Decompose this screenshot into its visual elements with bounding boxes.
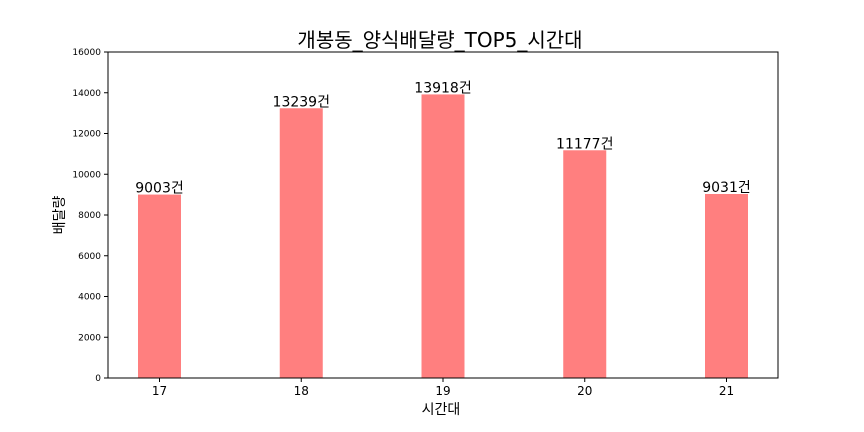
y-tick-label: 0	[95, 374, 101, 384]
bar	[563, 150, 607, 378]
y-tick-label: 8000	[78, 211, 101, 221]
bar	[421, 94, 465, 379]
x-axis-label: 시간대	[422, 402, 461, 418]
data-label: 9003건	[135, 181, 184, 197]
y-tick-label: 16000	[72, 48, 101, 58]
y-tick-label: 10000	[72, 170, 101, 180]
data-label: 11177건	[556, 136, 613, 152]
bar	[138, 194, 181, 378]
x-tick-label: 17	[152, 384, 167, 398]
x-tick-label: 20	[577, 384, 592, 398]
data-label: 13918건	[414, 80, 471, 96]
y-tick-label: 12000	[72, 130, 101, 140]
y-tick-label: 2000	[78, 333, 101, 343]
bars-group: 9003건 13239건 13918건 11177건 9031건	[135, 80, 751, 379]
y-axis-label: 배달량	[52, 196, 68, 235]
x-tick-label: 18	[294, 384, 309, 398]
y-tick-label: 6000	[78, 252, 101, 262]
bar	[279, 108, 323, 378]
data-label: 13239건	[273, 94, 330, 110]
x-axis: 17 18 19 20 21	[152, 378, 734, 398]
y-tick-label: 4000	[78, 293, 101, 303]
chart-title: 개봉동_양식배달량_TOP5_시간대	[297, 28, 582, 52]
y-tick-label: 14000	[72, 89, 101, 99]
data-label: 9031건	[702, 180, 751, 196]
x-tick-label: 21	[719, 384, 734, 398]
x-tick-label: 19	[435, 384, 450, 398]
y-axis: 0 2000 4000 6000 8000 10000 12000 14000 16000	[72, 48, 108, 384]
bar	[705, 193, 748, 378]
